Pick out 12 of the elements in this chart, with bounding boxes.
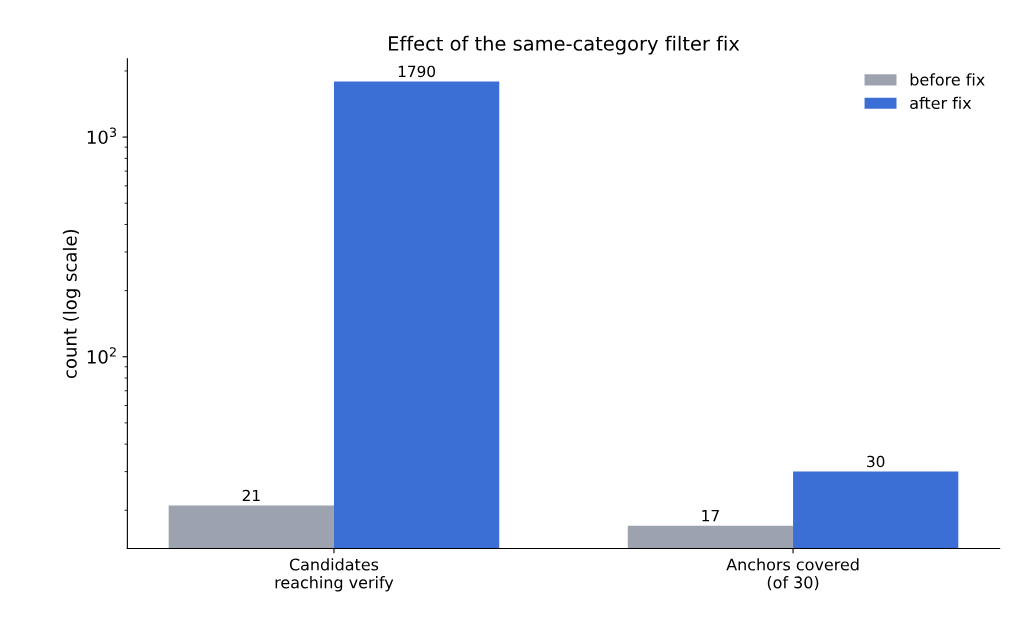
data-label: 21 xyxy=(242,489,260,502)
chart-title: Effect of the same-category filter fix xyxy=(389,35,740,55)
data-label: 30 xyxy=(867,455,885,468)
data-label: 1790 xyxy=(398,65,436,78)
y-tick-label: 10$^{2}$ xyxy=(87,347,116,364)
y-tick-label: 10$^{3}$ xyxy=(87,127,117,145)
x-tick-label: Candidates reaching verify xyxy=(275,558,394,592)
legend-label: after fix xyxy=(910,96,972,110)
y-axis-title: count (log scale) xyxy=(62,229,81,378)
x-tick-label: Anchors covered (of 30) xyxy=(726,558,859,591)
legend-label: before fix xyxy=(910,73,985,86)
data-label: 17 xyxy=(702,510,719,522)
